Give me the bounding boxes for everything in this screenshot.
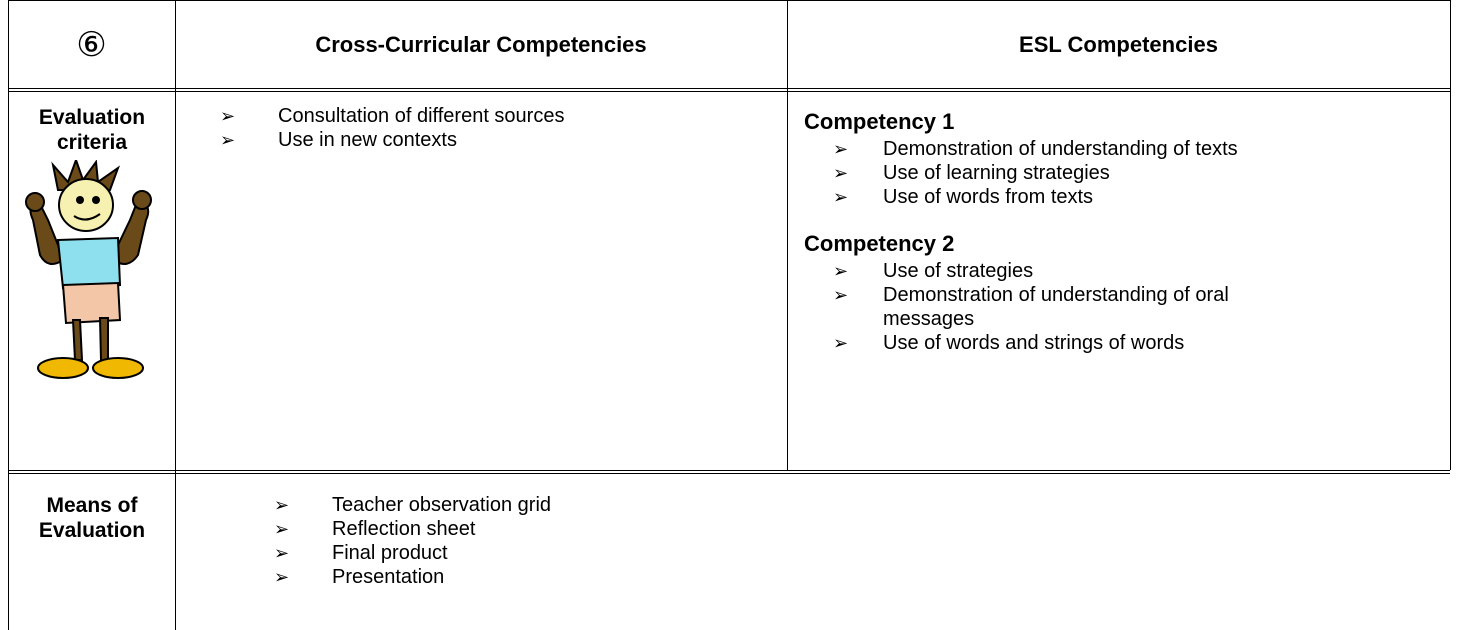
row-label: Evaluation criteria	[38, 106, 146, 154]
bullet-item: Demonstration of understanding of texts	[833, 137, 1303, 161]
bullet-item: Use of strategies	[833, 259, 1303, 283]
means-cell: Teacher observation gridReflection sheet…	[274, 493, 874, 589]
esl-cell: Competency 1 Demonstration of understandi…	[804, 109, 1444, 355]
border	[8, 0, 9, 630]
border	[1450, 0, 1451, 92]
header-number: ⑥	[76, 26, 107, 64]
bullet-item: Reflection sheet	[274, 517, 874, 541]
competency-title: Competency 2	[804, 231, 955, 256]
bullet-item: Use of words and strings of words	[833, 331, 1303, 355]
cartoon-figure	[25, 160, 152, 379]
border	[8, 88, 1450, 92]
border	[787, 0, 788, 470]
competency-group: Competency 1 Demonstration of understandi…	[804, 109, 1444, 209]
cross-curricular-cell: Consultation of different sourcesUse in …	[220, 104, 780, 152]
bullet-item: Use of learning strategies	[833, 161, 1303, 185]
bullet-item: Use in new contexts	[220, 128, 780, 152]
header-cell: ESL Competencies	[1019, 32, 1218, 57]
competency-group: Competency 2 Use of strategiesDemonstrati…	[804, 231, 1444, 355]
border	[8, 0, 1450, 1]
bullet-item: Presentation	[274, 565, 874, 589]
bullet-list: Consultation of different sourcesUse in …	[220, 104, 780, 152]
row-label: Means of Evaluation	[38, 494, 146, 542]
bullet-item: Use of words from texts	[833, 185, 1303, 209]
bullet-list: Demonstration of understanding of textsU…	[833, 137, 1303, 209]
bullet-item: Final product	[274, 541, 874, 565]
bullet-item: Demonstration of understanding of oral m…	[833, 283, 1303, 331]
bullet-list: Teacher observation gridReflection sheet…	[274, 493, 874, 589]
bullet-list: Use of strategiesDemonstration of unders…	[833, 259, 1303, 355]
bullet-item: Consultation of different sources	[220, 104, 780, 128]
header-cell: Cross-Curricular Competencies	[315, 32, 647, 57]
border	[8, 470, 1450, 474]
border	[1450, 92, 1451, 470]
competency-title: Competency 1	[804, 109, 955, 134]
border	[175, 0, 176, 630]
bullet-item: Teacher observation grid	[274, 493, 874, 517]
